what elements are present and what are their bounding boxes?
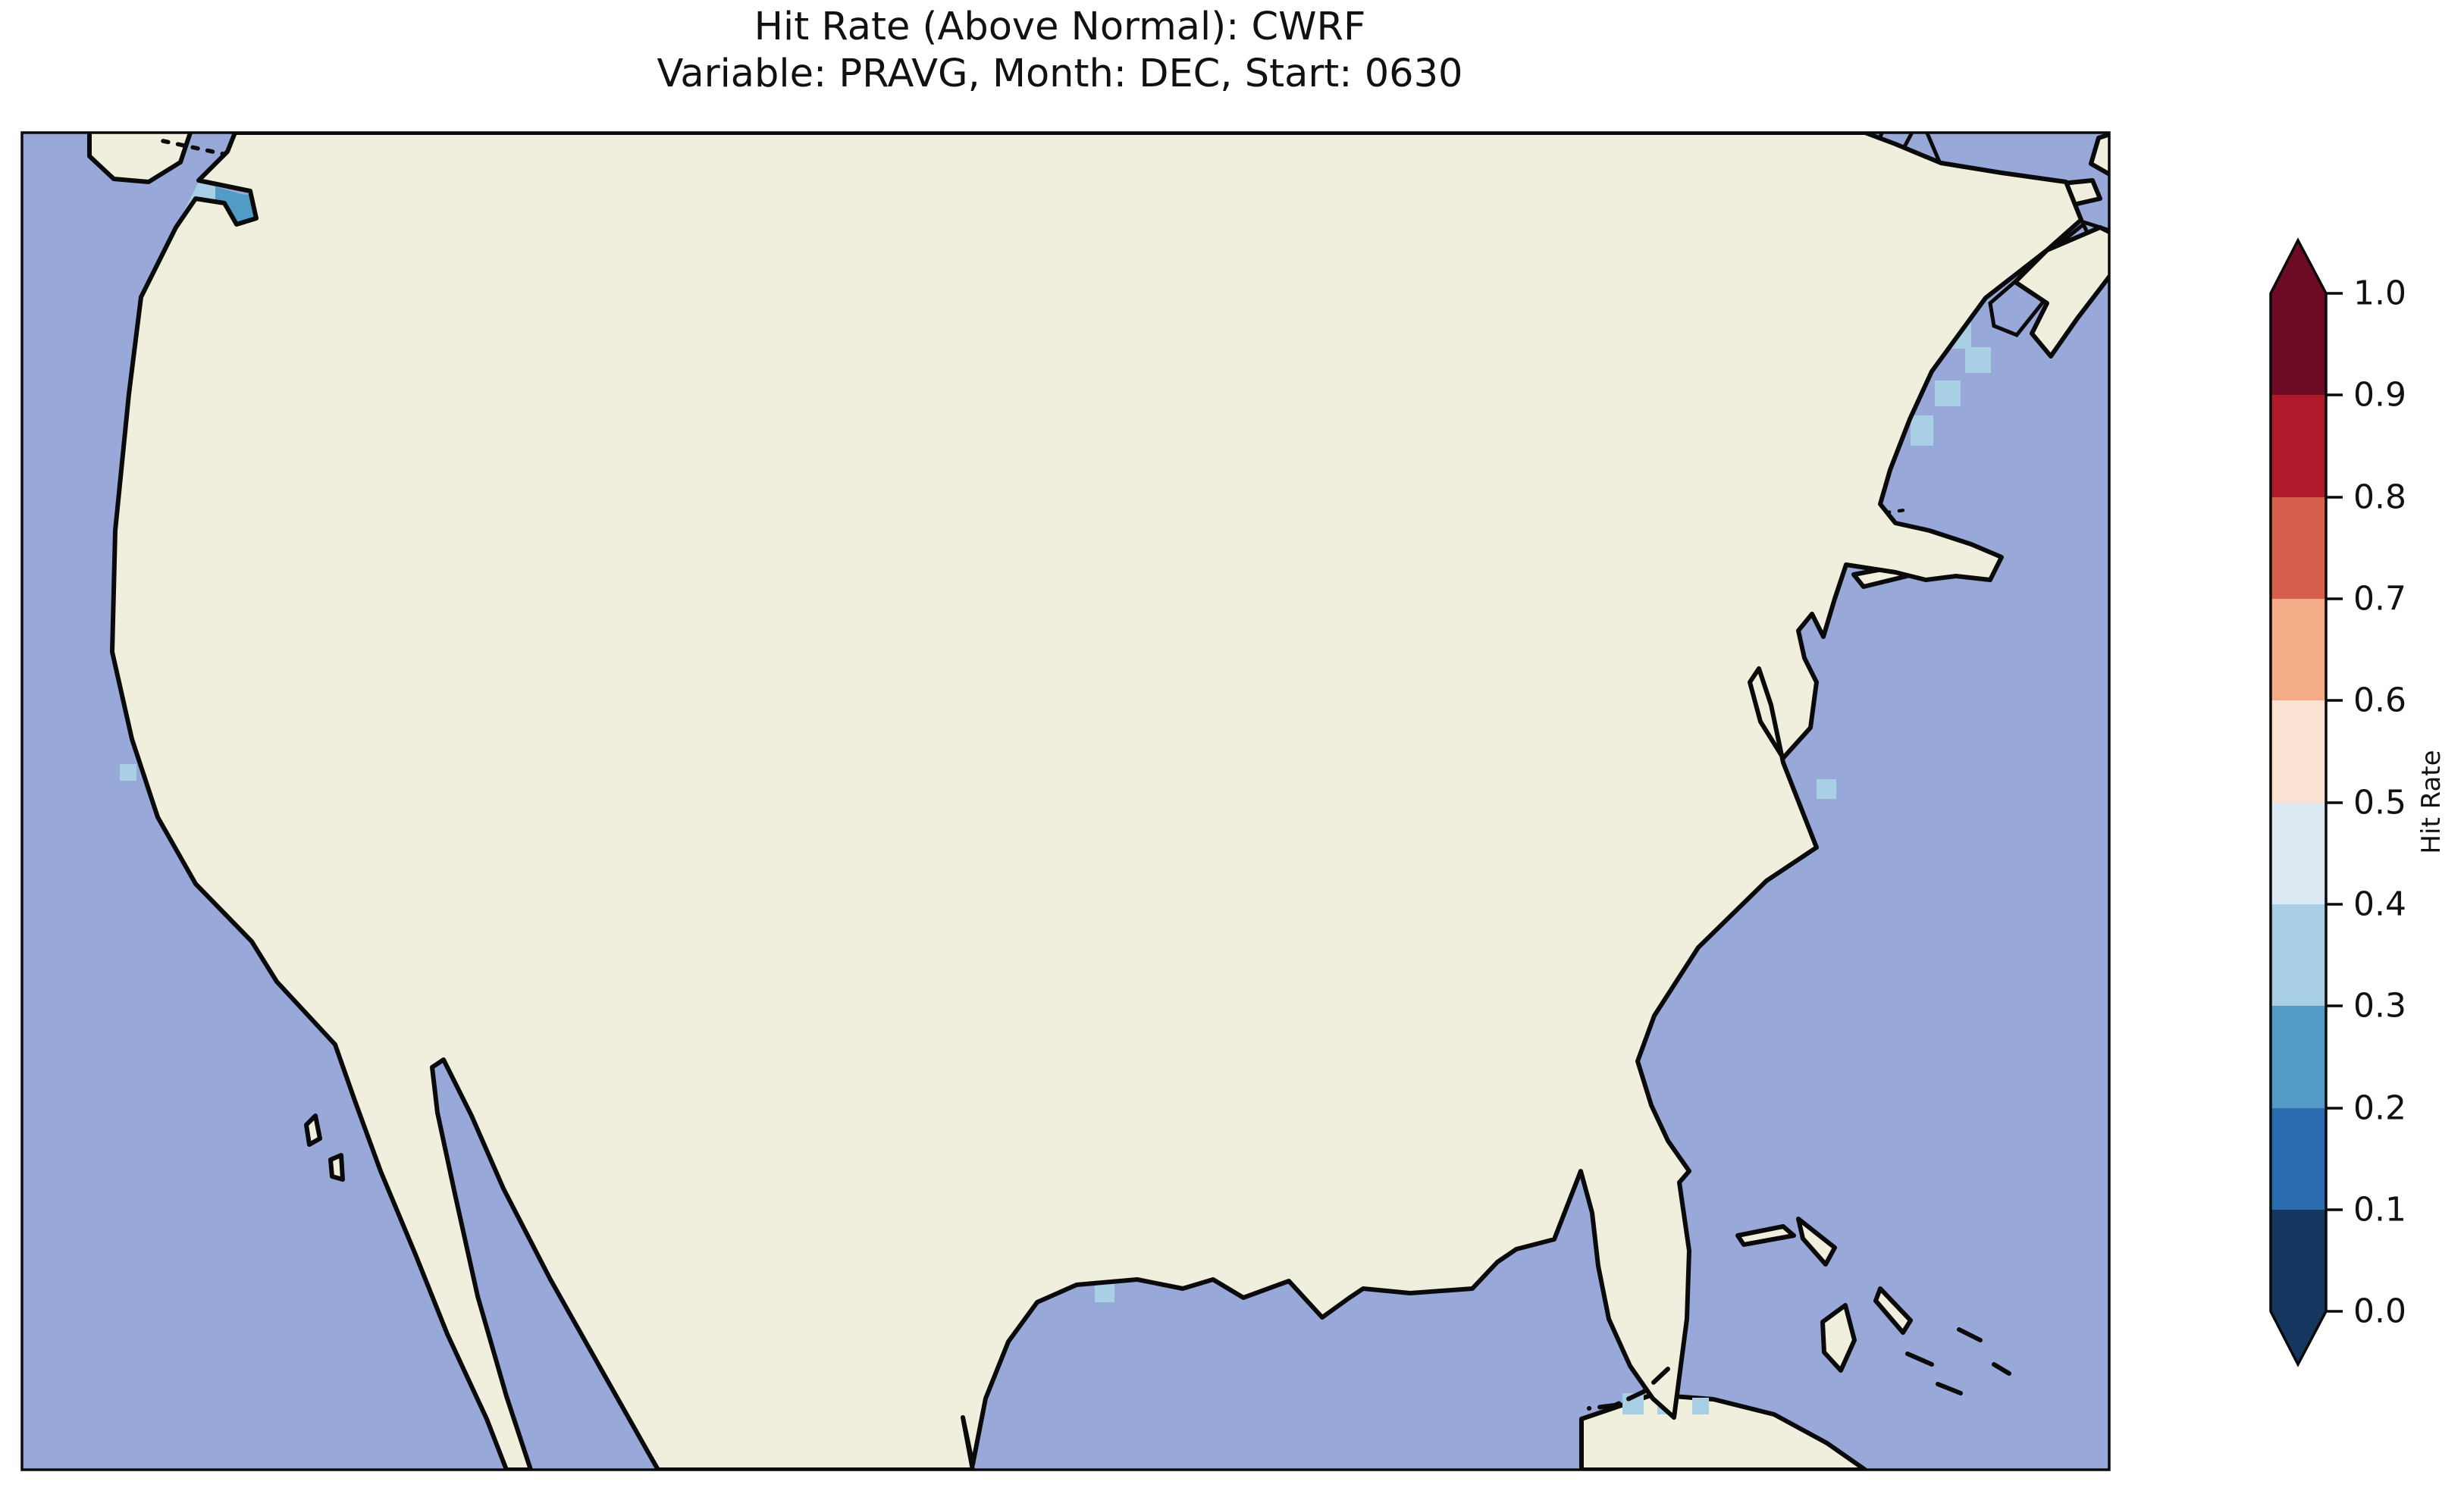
cbar-seg-0.2-0.3 [2271, 1006, 2326, 1108]
colorbar: 1.0 0.9 0.8 0.7 0.6 0.5 0.4 0.3 0.2 0.1 … [2269, 237, 2447, 1367]
tick-0.0: 0.0 [2353, 1292, 2406, 1331]
vancouver-island [87, 133, 193, 184]
plot-subtitle: Variable: PRAVG, Month: DEC, Start: 0630 [657, 52, 1462, 96]
tick-0.4: 0.4 [2353, 885, 2406, 924]
cbar-seg-0.8-0.9 [2271, 395, 2326, 497]
colorbar-under-arrow [2271, 1311, 2326, 1364]
cbar-seg-0.5-0.6 [2271, 700, 2326, 803]
colorbar-axis-label: Hit Rate [2416, 750, 2447, 853]
colorbar-tick-labels: 1.0 0.9 0.8 0.7 0.6 0.5 0.4 0.3 0.2 0.1 … [2353, 274, 2406, 1331]
tick-0.6: 0.6 [2353, 681, 2406, 720]
cbar-seg-0.0-0.1 [2271, 1210, 2326, 1311]
cbar-seg-0.6-0.7 [2271, 599, 2326, 700]
colorbar-over-arrow [2271, 240, 2326, 293]
tick-0.3: 0.3 [2353, 987, 2406, 1026]
cbar-seg-0.3-0.4 [2271, 904, 2326, 1006]
tick-0.9: 0.9 [2353, 376, 2406, 415]
tick-1.0: 1.0 [2353, 274, 2406, 313]
tick-0.1: 0.1 [2353, 1191, 2406, 1229]
cape-breton [2089, 133, 2109, 177]
cbar-seg-0.1-0.2 [2271, 1108, 2326, 1210]
florida-keys [1587, 1367, 1670, 1411]
cbar-seg-0.4-0.5 [2271, 803, 2326, 904]
colorbar-ticks [2326, 292, 2343, 1313]
tick-0.7: 0.7 [2353, 580, 2406, 619]
map-panel [22, 133, 2109, 1470]
tick-0.8: 0.8 [2353, 478, 2406, 517]
tick-0.5: 0.5 [2353, 784, 2406, 822]
map-frame [20, 131, 2111, 1471]
tick-0.2: 0.2 [2353, 1089, 2406, 1128]
nova-scotia [2013, 225, 2109, 359]
coastal-overhang-cells [120, 318, 1991, 1414]
gulf-of-california-islands [304, 1113, 345, 1182]
bahamas-islands [1735, 1217, 2011, 1395]
cbar-seg-0.7-0.8 [2271, 497, 2326, 599]
cbar-seg-0.9-1.0 [2271, 293, 2326, 395]
plot-title: Hit Rate (Above Normal): CWRF [754, 5, 1366, 49]
